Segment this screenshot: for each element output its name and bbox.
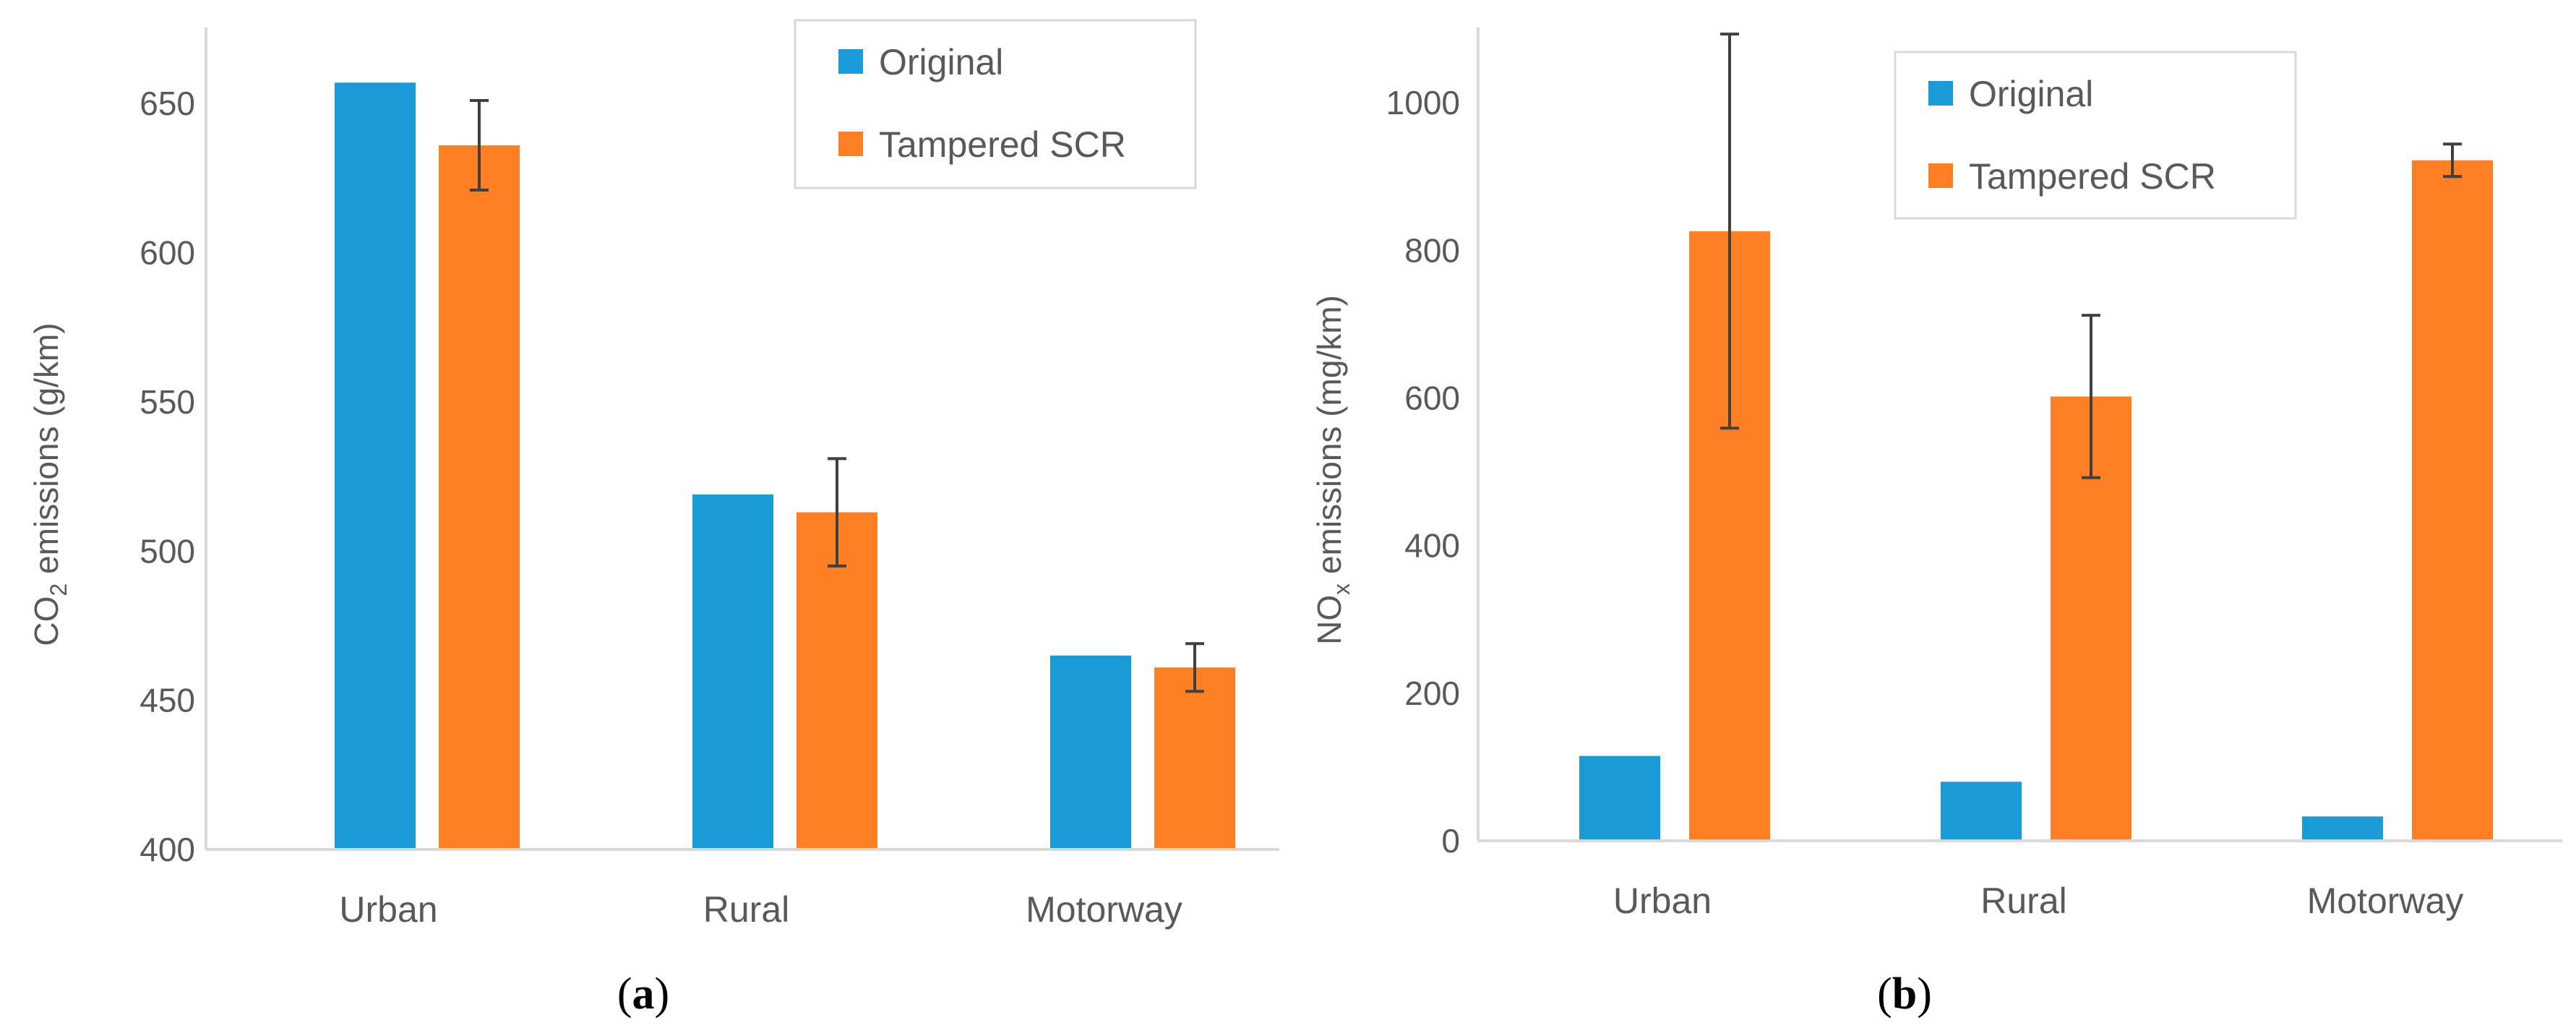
chart-b-y-axis-label: NOx emissions (mg/km) <box>1310 295 1354 645</box>
y-tick-label: 200 <box>1404 675 1460 712</box>
x-category-label: Motorway <box>2307 881 2464 921</box>
bar-original-urban <box>1579 755 1660 841</box>
y-tick-label: 550 <box>139 383 195 421</box>
y-tick-label: 1000 <box>1386 84 1460 121</box>
bar-original-rural <box>1941 782 2022 841</box>
chart-a-y-axis-label: CO2 emissions (g/km) <box>27 322 72 646</box>
x-category-label: Urban <box>339 889 437 930</box>
chart-b-panel-label: (b) <box>1877 969 1932 1019</box>
x-category-label: Rural <box>703 889 789 930</box>
chart-b-nox: NOx emissions (mg/km) 02004006008001000 … <box>1310 27 2562 1019</box>
chart-a-co2: CO2 emissions (g/km) 400450500550600650 … <box>27 19 1279 1019</box>
chart-b-bars <box>1579 160 2493 842</box>
bar-tampered-motorway <box>1154 667 1235 849</box>
bar-tampered-motorway <box>2412 160 2493 842</box>
chart-a-bars <box>335 82 1235 850</box>
legend-swatch-tampered <box>1928 163 1953 188</box>
chart-a-panel-label: (a) <box>617 969 669 1019</box>
x-category-label: Urban <box>1613 881 1712 921</box>
chart-b-error-bars <box>1720 33 2462 479</box>
x-category-label: Rural <box>1980 881 2066 921</box>
chart-b-legend-box <box>1894 51 2297 220</box>
legend-swatch-original <box>838 49 863 74</box>
legend-label-original: Original <box>1969 74 2093 114</box>
y-tick-label: 650 <box>139 85 195 122</box>
bar-original-rural <box>692 494 773 849</box>
x-category-label: Motorway <box>1026 889 1182 930</box>
legend-label-tampered: Tampered SCR <box>1969 156 2216 197</box>
y-tick-label: 600 <box>1404 379 1460 416</box>
legend-label-original: Original <box>879 42 1003 82</box>
y-tick-label: 600 <box>139 234 195 272</box>
legend-label-tampered: Tampered SCR <box>879 124 1126 165</box>
y-tick-label: 400 <box>139 831 195 868</box>
bar-tampered-rural <box>797 512 877 849</box>
legend-swatch-original <box>1928 81 1953 106</box>
chart-a-y-ticks: 400 450 500 550 600 650 <box>139 85 195 868</box>
chart-b-y-ticks: 0 200 400 600 800 1000 <box>1386 84 1460 860</box>
bar-original-urban <box>335 82 416 850</box>
chart-b-legend: Original Tampered SCR <box>1894 51 2297 220</box>
y-tick-label: 800 <box>1404 231 1460 269</box>
bar-original-motorway <box>1050 655 1131 849</box>
bar-original-motorway <box>2302 816 2383 841</box>
chart-a-error-bars <box>470 99 1204 693</box>
legend-swatch-tampered <box>838 132 863 156</box>
chart-a-categories: Urban Rural Motorway <box>339 889 1182 930</box>
chart-b-categories: Urban Rural Motorway <box>1613 881 2463 921</box>
y-tick-label: 500 <box>139 532 195 570</box>
y-tick-label: 400 <box>1404 527 1460 565</box>
chart-a-legend-box <box>794 19 1197 189</box>
chart-a-legend: Original Tampered SCR <box>794 19 1197 189</box>
y-tick-label: 450 <box>139 682 195 719</box>
y-tick-label: 0 <box>1441 822 1460 860</box>
bar-tampered-urban <box>439 145 520 850</box>
